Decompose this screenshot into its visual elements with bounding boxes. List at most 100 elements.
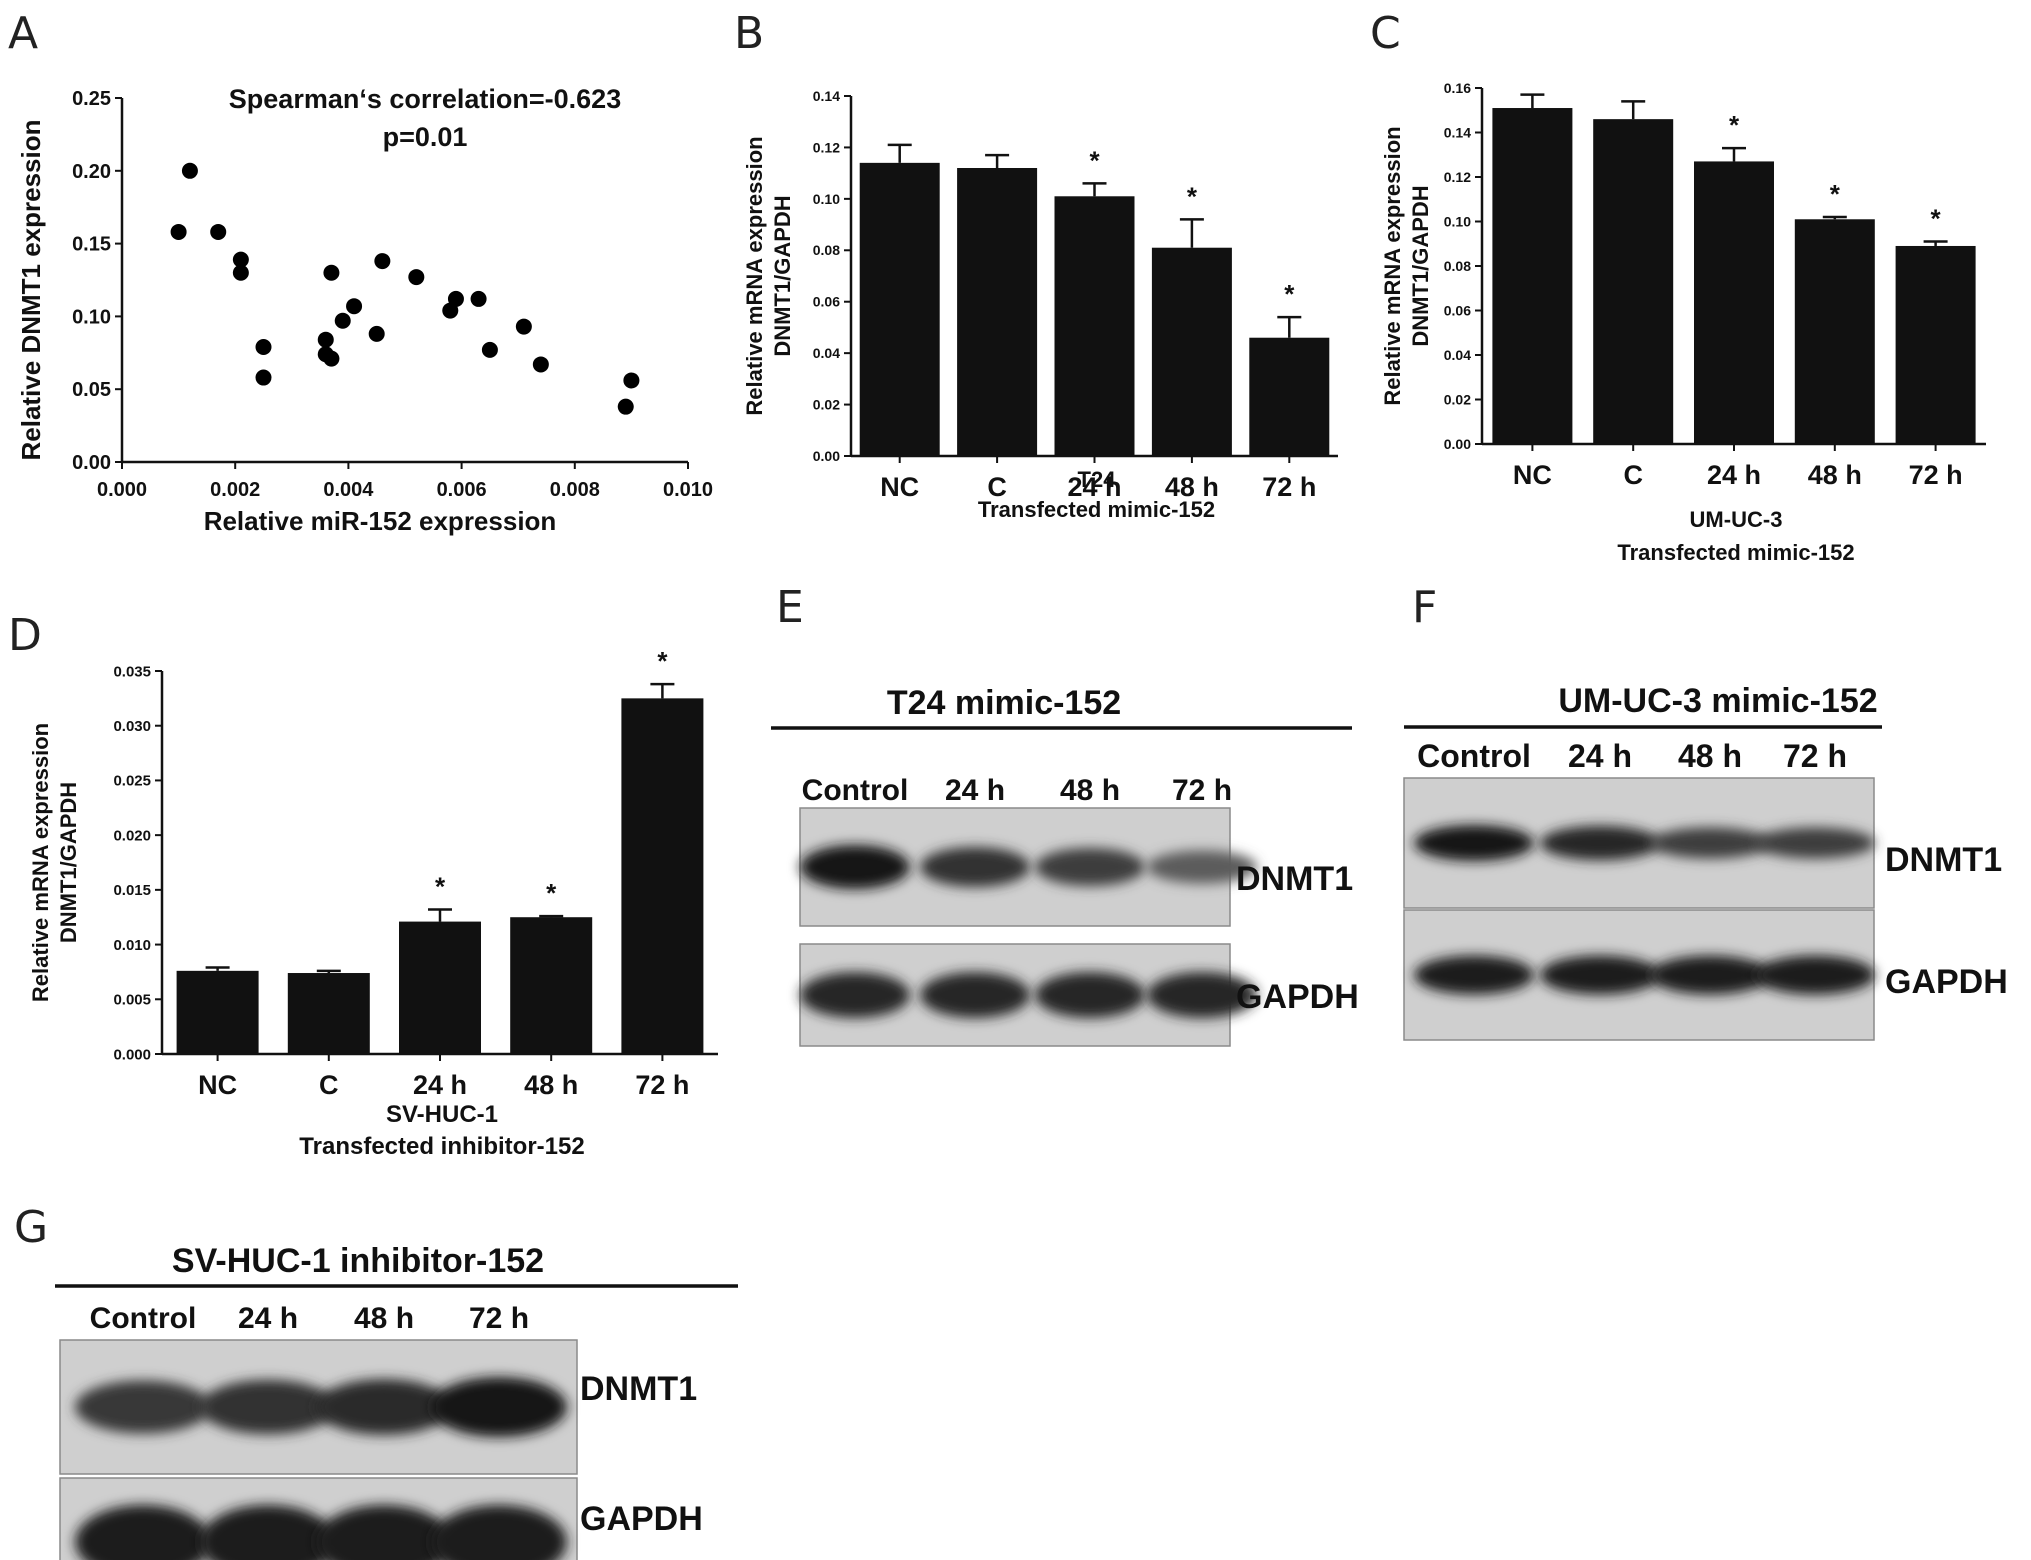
panel-b-y-tick-label: 0.04	[813, 345, 840, 361]
panel-c-category-label: 48 h	[1808, 460, 1862, 490]
panel-d-y-axis-subtitle: DNMT1/GAPDH	[56, 782, 81, 943]
panel-g-band-dnmt1	[200, 1379, 336, 1435]
panel-a-data-point	[368, 325, 385, 342]
panel-d-category-label: 48 h	[524, 1070, 578, 1100]
panel-e-band-dnmt1	[800, 845, 910, 889]
panel-d-bar	[510, 917, 593, 1054]
panel-a-y-tick-label: 0.20	[72, 161, 111, 183]
panel-d-y-tick-label: 0.015	[113, 882, 151, 899]
panel-letter-g: G	[14, 1202, 48, 1253]
panel-e-lane-label: 24 h	[945, 774, 1005, 807]
panel-a-x-tick-label: 0.008	[550, 479, 600, 501]
panel-c-y-axis-title: Relative mRNA expression	[1380, 126, 1405, 405]
panel-f-band-gapdh	[1540, 955, 1660, 995]
chart-layer: 0.00 0.05 0.10 0.15 0.20 0.25 0.000 0.002 0.004 0…	[16, 80, 1986, 1160]
panel-a-y-tick-label: 0.05	[72, 379, 111, 401]
panel-a-data-point	[323, 264, 340, 281]
panel-c-category-label: 24 h	[1707, 460, 1761, 490]
panel-b-y-axis-title: Relative mRNA expression	[742, 136, 767, 415]
panel-c-category-label: 72 h	[1909, 460, 1963, 490]
panel-b-y-tick-label: 0.12	[813, 139, 840, 155]
panel-b-y-axis-subtitle: DNMT1/GAPDH	[770, 195, 795, 356]
panel-c-y-axis-subtitle: DNMT1/GAPDH	[1408, 185, 1433, 346]
panel-d-y-axis-title: Relative mRNA expression	[28, 723, 53, 1002]
panel-d-category-label: 24 h	[413, 1070, 467, 1100]
panel-g-band-gapdh	[316, 1504, 452, 1560]
panel-b-bar	[859, 162, 940, 456]
panel-d-bar	[621, 698, 704, 1054]
panel-e-band-gapdh	[1035, 972, 1145, 1018]
panel-a-x-tick-label: 0.000	[97, 479, 147, 501]
panel-c-y-tick-label: 0.16	[1444, 80, 1471, 96]
panel-letter-f: F	[1412, 582, 1437, 633]
blot-layer: T24 mimic-152 Control 24 h 48 h 72 h DNMT1 GAP…	[55, 682, 2008, 1560]
panel-letter-a: A	[8, 8, 38, 59]
panel-c-category-label: C	[1623, 460, 1643, 490]
panel-b-y-tick-label: 0.08	[813, 242, 840, 258]
panel-a-x-tick-label: 0.006	[437, 479, 487, 501]
panel-a-data-point	[470, 290, 487, 307]
panel-a-data-point	[408, 269, 425, 286]
panel-d-chart: 0.000 0.005 0.010 0.015 0.020 0.025 0.030 0.035…	[28, 646, 718, 1160]
panel-d-y-tick-label: 0.020	[113, 827, 151, 844]
panel-b-significance-marker: *	[1089, 145, 1100, 175]
panel-a-data-point	[317, 331, 334, 348]
panel-b-y-tick-label: 0.10	[813, 191, 840, 207]
panel-b-bar	[1054, 196, 1135, 457]
panel-a-y-tick-label: 0.25	[72, 88, 111, 110]
panel-g-band-gapdh	[75, 1504, 211, 1560]
panel-g-lane-label: 48 h	[354, 1302, 414, 1335]
panel-a-data-point	[447, 290, 464, 307]
panel-a-data-point	[374, 253, 391, 270]
panel-d-x-axis-subtitle: Transfected inhibitor-152	[299, 1133, 584, 1160]
panel-a-data-point	[617, 398, 634, 415]
panel-d-category-label: 72 h	[635, 1070, 689, 1100]
panel-c-bar	[1895, 245, 1976, 444]
panel-a-data-point	[255, 369, 272, 386]
panel-b-x-axis-subtitle: Transfected mimic-152	[978, 497, 1215, 522]
panel-f-band-gapdh	[1755, 955, 1875, 995]
panel-e-band-dnmt1	[1035, 847, 1145, 887]
panel-b-category-label: NC	[880, 472, 919, 502]
panel-a-y-axis-title: Relative DNMT1 expression	[16, 119, 46, 460]
panel-b-y-tick-label: 0.06	[813, 294, 840, 310]
panel-a-x-tick-label: 0.002	[210, 479, 260, 501]
panel-d-category-label: NC	[198, 1070, 237, 1100]
panel-e-blot: T24 mimic-152 Control 24 h 48 h 72 h DNMT1 GAP…	[771, 684, 1359, 1047]
panel-d-bar	[176, 970, 259, 1054]
panel-letter-e: E	[776, 582, 804, 633]
panel-d-significance-marker: *	[546, 878, 557, 908]
panel-f-blot: UM-UC-3 mimic-152 Control 24 h 48 h 72 h DNMT…	[1403, 682, 2008, 1041]
panel-d-bar	[399, 921, 481, 1054]
panel-a-y-tick-label: 0.00	[72, 452, 111, 474]
panel-letter-b: B	[734, 8, 764, 59]
panel-a-data-point	[623, 372, 640, 389]
panel-g-lane-label: Control	[90, 1302, 197, 1335]
panel-a-data-point	[255, 338, 272, 355]
panel-a-chart-title: Spearman‘s correlation=-0.623	[229, 84, 621, 114]
panel-d-y-tick-label: 0.035	[113, 663, 151, 680]
panel-g-band-dnmt1	[75, 1380, 211, 1434]
panel-e-row-label-gapdh: GAPDH	[1236, 978, 1359, 1016]
panel-c-bar	[1794, 219, 1875, 444]
panel-a-data-point	[210, 223, 227, 240]
panel-a-data-point	[181, 162, 198, 179]
panel-g-blot-title: SV-HUC-1 inhibitor-152	[172, 1242, 544, 1280]
panel-d-y-tick-label: 0.005	[113, 992, 151, 1009]
panel-c-y-tick-label: 0.00	[1444, 436, 1471, 452]
panel-c-y-tick-label: 0.08	[1444, 258, 1471, 274]
panel-b-category-label: C	[987, 472, 1007, 502]
panel-d-significance-marker: *	[435, 872, 446, 902]
panel-b-category-label: 24 h	[1067, 472, 1121, 502]
panel-e-band-dnmt1	[1147, 850, 1257, 884]
panel-c-y-tick-label: 0.14	[1444, 124, 1471, 140]
panel-f-band-gapdh	[1414, 955, 1534, 995]
panel-a-data-point	[481, 341, 498, 358]
panel-a-data-point	[334, 312, 351, 329]
panel-e-band-gapdh	[1147, 972, 1257, 1018]
panel-d-y-tick-label: 0.025	[113, 773, 151, 790]
panel-g-lane-label: 72 h	[469, 1302, 529, 1335]
panel-c-significance-marker: *	[1931, 204, 1942, 234]
panel-f-lane-label: 24 h	[1568, 738, 1632, 774]
